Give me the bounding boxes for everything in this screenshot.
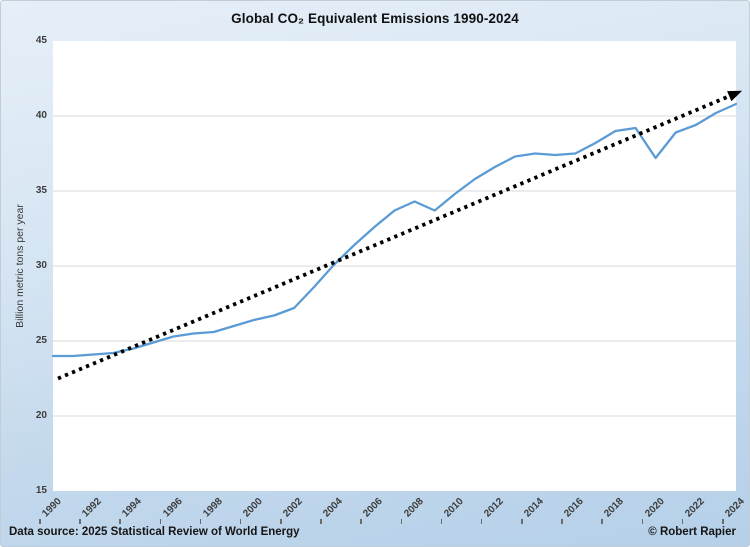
x-tick-mark xyxy=(521,519,523,524)
x-tick-mark xyxy=(722,519,724,524)
x-tick-mark xyxy=(199,519,202,524)
chart-title: Global CO₂ Equivalent Emissions 1990-202… xyxy=(231,11,519,26)
data-source-note: Data source: 2025 Statistical Review of … xyxy=(9,526,300,538)
copyright-note: © Robert Rapier xyxy=(648,526,736,538)
x-tick-mark xyxy=(280,519,282,524)
x-tick-mark xyxy=(561,519,563,524)
x-tick-mark xyxy=(39,519,41,524)
y-tick-label: 45 xyxy=(35,35,47,46)
x-tick-mark xyxy=(681,519,684,524)
y-tick-label: 25 xyxy=(35,335,47,346)
x-tick-mark xyxy=(239,519,242,524)
x-tick-mark xyxy=(159,519,162,524)
x-tick-mark xyxy=(440,519,443,524)
x-tick-mark xyxy=(641,519,644,524)
y-tick-label: 35 xyxy=(35,185,47,196)
x-tick-mark xyxy=(601,519,603,524)
x-tick-mark xyxy=(480,519,483,524)
y-tick-label: 30 xyxy=(35,260,47,271)
y-tick-label: 15 xyxy=(35,485,47,496)
x-tick-mark xyxy=(119,519,121,524)
y-tick-label: 40 xyxy=(35,110,47,121)
x-tick-mark xyxy=(320,519,322,524)
x-tick-mark xyxy=(400,519,403,524)
series-trend xyxy=(57,93,733,381)
trend-arrowhead-icon xyxy=(727,90,743,102)
x-tick-mark xyxy=(79,519,81,524)
series-emissions xyxy=(51,102,738,358)
y-tick-label: 20 xyxy=(35,410,47,421)
x-tick-mark xyxy=(360,519,362,524)
